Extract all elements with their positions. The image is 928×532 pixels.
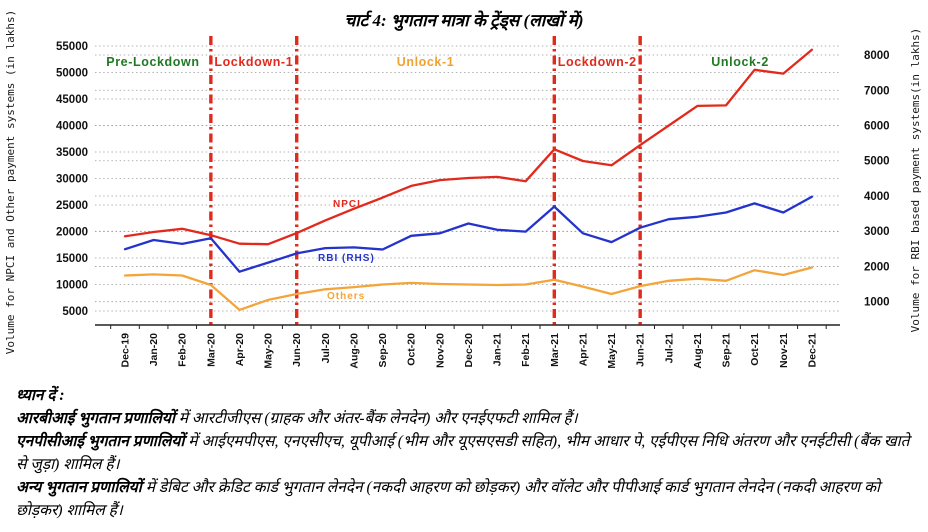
left-axis-tick-label: 10000 [56, 280, 88, 292]
x-tick-label: Aug-21 [692, 333, 704, 369]
right-axis-tick-label: 3000 [864, 226, 890, 238]
phase-label-unlock-1: Unlock-1 [397, 55, 455, 69]
series-line-others [123, 266, 814, 312]
right-axis-tick-label: 6000 [864, 121, 890, 133]
x-tick-label: Jul-21 [663, 333, 675, 364]
note-other-lead: अन्य भुगतान प्रणालियों [16, 479, 142, 496]
x-tick-label: Aug-20 [348, 333, 360, 369]
right-axis-tick-label: 8000 [864, 50, 890, 62]
note-rbi-systems: आरबीआई भुगतान प्रणालियों में आरटीजीएस (ग… [16, 407, 916, 430]
series-label-npci: NPCI [333, 199, 361, 210]
phase-label-lockdown-1: Lockdown-1 [214, 55, 293, 69]
notes-section: ध्यान दें : आरबीआई भुगतान प्रणालियों में… [16, 384, 916, 522]
note-npci-systems: एनपीसीआई भुगतान प्रणालियों में आईएमपीएस,… [16, 430, 916, 476]
notes-heading: ध्यान दें : [16, 387, 65, 404]
series-label-others: Others [327, 291, 365, 302]
note-other-systems: अन्य भुगतान प्रणालियों में डेबिट और क्रे… [16, 476, 916, 522]
x-tick-label: Feb-21 [520, 333, 532, 367]
right-axis-tick-label: 2000 [864, 261, 890, 273]
note-other-text: में डेबिट और क्रेडिट कार्ड भुगतान लेनदेन… [16, 479, 881, 519]
x-tick-label: Jan-21 [492, 333, 504, 366]
series-label-rbi-rhs-: RBI (RHS) [318, 253, 375, 264]
left-axis-title: Volume for NPCI and Other payment system… [4, 10, 17, 354]
payment-volume-chart: Pre-Lockdown Lockdown-1 Unlock-1 Lockdown-2… [4, 10, 922, 369]
x-tick-label: May-21 [606, 333, 618, 369]
left-axis-tick-label: 30000 [56, 174, 88, 186]
left-axis-tick-label: 35000 [56, 147, 88, 159]
right-axis-tick-label: 1000 [864, 297, 890, 309]
left-axis-tick-label: 5000 [62, 306, 88, 318]
left-axis-tick-label: 25000 [56, 200, 88, 212]
x-tick-label: Dec-21 [806, 333, 818, 368]
note-rbi-text: में आरटीजीएस (ग्राहक और अंतर-बैंक लेनदेन… [174, 410, 578, 427]
x-tick-label: Mar-21 [549, 333, 561, 367]
x-tick-label: Oct-21 [749, 333, 761, 366]
x-tick-label: Mar-20 [205, 333, 217, 367]
left-axis-tick-label: 50000 [56, 68, 88, 80]
phase-label-lockdown-2: Lockdown-2 [558, 55, 637, 69]
right-axis-title: Volume for RBI based payment systems(in … [909, 28, 922, 333]
x-tick-label: Feb-20 [177, 333, 189, 367]
left-axis-tick-label: 40000 [56, 121, 88, 133]
x-tick-label: Oct-20 [406, 333, 418, 366]
right-axis-tick-label: 7000 [864, 85, 890, 97]
note-npci-text: में आईएमपीएस, एनएसीएच, यूपीआई (भीम और यू… [16, 433, 910, 473]
x-tick-label: Jun-21 [635, 333, 647, 367]
x-tick-label: Apr-21 [577, 333, 589, 366]
x-tick-label: Dec-20 [463, 333, 475, 368]
x-tick-label: Dec-19 [120, 333, 132, 368]
x-tick-label: Jun-20 [291, 333, 303, 367]
x-tick-label: Jan-20 [148, 333, 160, 366]
phase-label-pre-lockdown: Pre-Lockdown [106, 55, 199, 69]
x-tick-label: Sep-20 [377, 333, 389, 368]
left-axis-tick-label: 15000 [56, 253, 88, 265]
x-tick-label: May-20 [263, 333, 275, 369]
note-npci-lead: एनपीसीआई भुगतान प्रणालियों [16, 433, 185, 450]
x-tick-label: Nov-20 [434, 333, 446, 368]
phase-label-unlock-2: Unlock-2 [711, 55, 769, 69]
left-axis-tick-label: 55000 [56, 41, 88, 53]
series-line-rbi-rhs- [123, 195, 814, 273]
series-line-npci [123, 48, 814, 246]
note-rbi-lead: आरबीआई भुगतान प्रणालियों [16, 410, 175, 427]
right-axis-tick-label: 5000 [864, 156, 890, 168]
left-axis-tick-label: 20000 [56, 227, 88, 239]
x-tick-label: Jul-20 [320, 333, 332, 364]
left-axis-tick-label: 45000 [56, 94, 88, 106]
right-axis-tick-label: 4000 [864, 191, 890, 203]
x-tick-label: Nov-21 [778, 333, 790, 368]
x-tick-label: Sep-21 [721, 333, 733, 368]
chart-title: चार्ट 4: भुगतान मात्रा के ट्रेंड्स (लाखो… [344, 11, 584, 30]
x-tick-label: Apr-20 [234, 333, 246, 366]
